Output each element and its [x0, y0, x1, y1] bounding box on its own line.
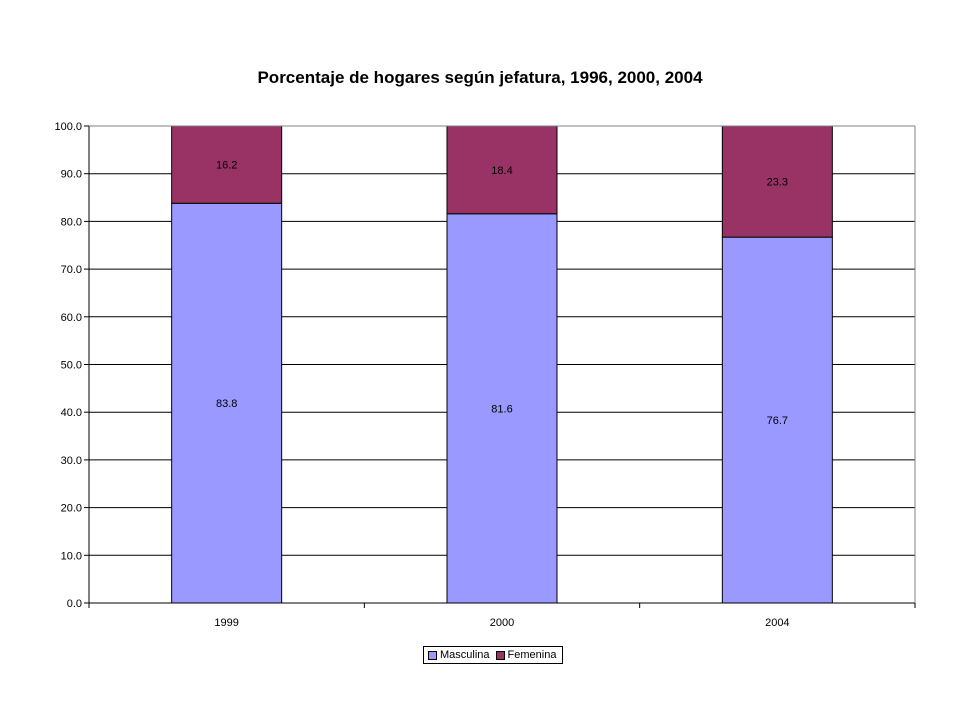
x-tick-labels: 1999 2000 2004: [214, 617, 789, 629]
legend-item-masculina: Masculina: [428, 649, 490, 661]
y-tick-label: 60.0: [61, 312, 82, 324]
legend-item-femenina: Femenina: [495, 649, 557, 661]
bar-label-femenina-2000: 18.4: [491, 165, 512, 177]
bar-label-femenina-1999: 16.2: [216, 160, 237, 172]
bars: [171, 125, 833, 604]
legend: Masculina Femenina: [423, 646, 564, 664]
chart-title: Porcentaje de hogares según jefatura, 19…: [257, 68, 703, 87]
bar-femenina-1999: [171, 125, 283, 204]
bar-label-masculina-1999: 83.8: [216, 398, 237, 410]
x-tick-label: 1999: [214, 617, 238, 629]
y-tick-label: 70.0: [61, 264, 82, 276]
legend-label-femenina: Femenina: [507, 649, 557, 661]
y-tick-label: 20.0: [61, 503, 82, 515]
bar-femenina-2000: [446, 125, 558, 215]
bar-masculina-2004: [721, 236, 833, 604]
y-tick-label: 10.0: [61, 550, 82, 562]
bar-label-masculina-2000: 81.6: [491, 403, 512, 415]
legend-swatch-femenina: [495, 650, 505, 660]
y-tick-label: 50.0: [61, 360, 82, 372]
axes: [84, 125, 916, 608]
legend-label-masculina: Masculina: [440, 649, 490, 661]
legend-swatch-masculina: [428, 650, 437, 660]
y-tick-label: 100.0: [54, 121, 82, 133]
x-tick-label: 2000: [490, 617, 514, 629]
bar-masculina-1999: [171, 202, 283, 604]
y-tick-labels: 0.0 10.0 20.0 30.0 40.0 50.0 60.0 70.0 80.0 90.0 1…: [54, 121, 82, 610]
bar-value-labels: 83.8 16.2 81.6 18.4 76.7 23.3: [216, 160, 788, 427]
y-tick-label: 80.0: [61, 216, 82, 228]
bar-femenina-2004: [721, 125, 833, 238]
bar-label-masculina-2004: 76.7: [767, 415, 788, 427]
x-tick-label: 2004: [765, 617, 789, 629]
y-tick-label: 0.0: [67, 598, 82, 610]
y-tick-label: 30.0: [61, 455, 82, 467]
y-tick-label: 90.0: [61, 169, 82, 181]
y-tick-label: 40.0: [61, 407, 82, 419]
bar-label-femenina-2004: 23.3: [767, 177, 788, 189]
